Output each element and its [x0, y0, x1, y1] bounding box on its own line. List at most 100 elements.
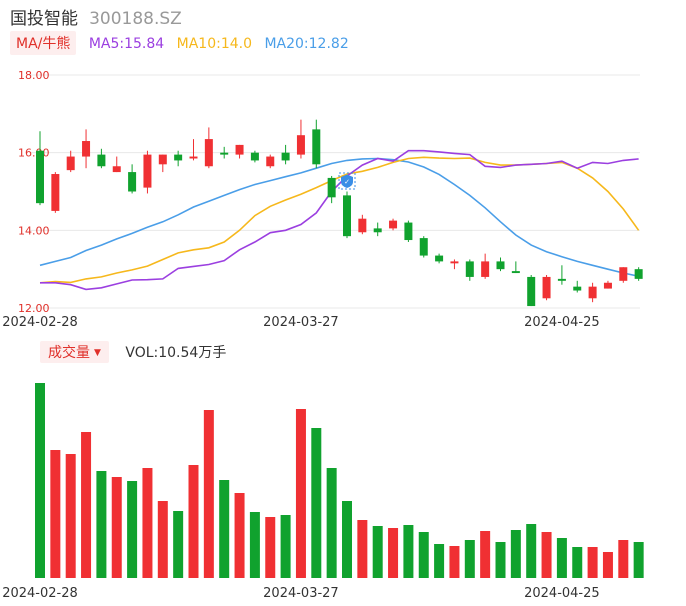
volume-bar [326, 468, 337, 578]
candle-body [281, 152, 290, 161]
volume-bar [602, 552, 613, 578]
x-tick-label: 2024-02-28 [2, 586, 78, 601]
candle-body [343, 195, 351, 237]
candle-body [82, 141, 91, 157]
volume-bar [480, 531, 491, 578]
volume-bar [203, 410, 214, 578]
y-tick-label: 18.00 [18, 69, 50, 82]
volume-bar [265, 517, 276, 578]
candle-body [588, 286, 597, 299]
volume-bar [81, 432, 92, 578]
candle-body [143, 154, 152, 188]
volume-bar [65, 454, 76, 578]
candle-body [97, 154, 106, 167]
candle-body [51, 174, 60, 211]
volume-bar [249, 512, 260, 578]
volume-bar [541, 532, 552, 578]
x-tick-label: 2024-04-25 [524, 586, 600, 601]
volume-bar [157, 501, 168, 578]
volume-bar [35, 383, 45, 578]
volume-bar [234, 493, 245, 578]
candle-body [527, 276, 536, 307]
shield-icon [341, 174, 353, 188]
candle-body [250, 152, 259, 161]
volume-bar [357, 520, 368, 578]
volume-indicator-dropdown[interactable]: 成交量 ▼ [40, 341, 109, 363]
candle-body [128, 172, 137, 192]
ma20-legend: MA20:12.82 [264, 36, 349, 52]
ma5-line [40, 149, 639, 291]
candle-body [603, 282, 612, 289]
volume-bar [388, 528, 399, 578]
candle-body [481, 261, 490, 277]
price-grid [30, 74, 640, 309]
candle-body [404, 222, 413, 241]
candle-body [189, 156, 198, 159]
volume-bar [526, 524, 537, 578]
volume-bar [434, 544, 445, 578]
candle-body [496, 261, 505, 270]
volume-bar [495, 542, 506, 578]
candle-body [373, 228, 382, 233]
marker-frame [338, 172, 356, 190]
volume-bar [618, 540, 629, 578]
volume-bar [556, 538, 567, 578]
volume-value: VOL:10.54万手 [125, 345, 227, 361]
candle-body [174, 154, 183, 161]
candle-body [220, 152, 229, 155]
y-tick-label: 16.00 [18, 147, 50, 160]
candle-body [66, 156, 75, 171]
candle-body [465, 261, 474, 277]
candle-body [511, 271, 520, 274]
volume-bar [219, 480, 230, 578]
volume-bar [295, 409, 306, 578]
candle-body [296, 135, 305, 155]
candlesticks [36, 119, 643, 307]
candle-body [36, 150, 44, 204]
candle-body [573, 286, 582, 291]
candle-body [542, 276, 551, 299]
x-tick-label: 2024-03-27 [263, 586, 339, 601]
caret-down-icon: ▼ [94, 348, 101, 358]
shield-icon-glyph: ✓ [344, 178, 350, 186]
volume-bar [127, 481, 138, 578]
volume-bar [111, 477, 122, 578]
candle-body [112, 166, 121, 173]
volume-bar [587, 547, 598, 578]
candle-body [389, 220, 398, 229]
y-tick-label: 12.00 [18, 302, 50, 315]
ma10-legend: MA10:14.0 [176, 36, 252, 52]
volume-toggle-label: 成交量 [48, 345, 90, 361]
stock-code: 300188.SZ [89, 9, 182, 29]
x-tick-label: 2024-03-27 [263, 315, 339, 330]
volume-bar [188, 465, 199, 578]
ma-toggle-button[interactable]: MA/牛熊 [10, 31, 77, 55]
volume-bar [464, 540, 475, 578]
candle-body [158, 154, 167, 165]
volume-bar [372, 526, 383, 578]
x-tick-label: 2024-04-25 [524, 315, 600, 330]
ma-lines [39, 149, 640, 291]
candle-body [327, 177, 336, 198]
volume-bar [50, 450, 61, 578]
stock-header: 国投智能 300188.SZ [10, 4, 182, 29]
stock-name: 国投智能 [10, 9, 78, 29]
volume-bar [510, 530, 521, 578]
volume-bar [142, 468, 153, 578]
candle-body [634, 269, 643, 279]
candle-body [435, 255, 444, 262]
candle-body [312, 129, 321, 165]
candle-body [619, 267, 628, 281]
price-x-axis: 2024-02-28 2024-03-27 2024-04-25 [2, 315, 599, 330]
volume-bar [280, 515, 291, 578]
ma5-legend: MA5:15.84 [88, 36, 165, 52]
ma-legend: MA/牛熊 MA5:15.84 MA10:14.0 MA20:12.82 [10, 31, 349, 55]
event-marker[interactable]: ✓ [338, 172, 356, 190]
y-tick-label: 14.00 [18, 224, 50, 237]
price-y-axis: 18.00 16.00 14.00 12.00 [18, 69, 50, 315]
candle-body [557, 278, 566, 281]
volume-legend: 成交量 ▼ VOL:10.54万手 [40, 341, 226, 363]
volume-bar [572, 547, 583, 578]
volume-x-axis: 2024-02-28 2024-03-27 2024-04-25 [2, 586, 599, 601]
